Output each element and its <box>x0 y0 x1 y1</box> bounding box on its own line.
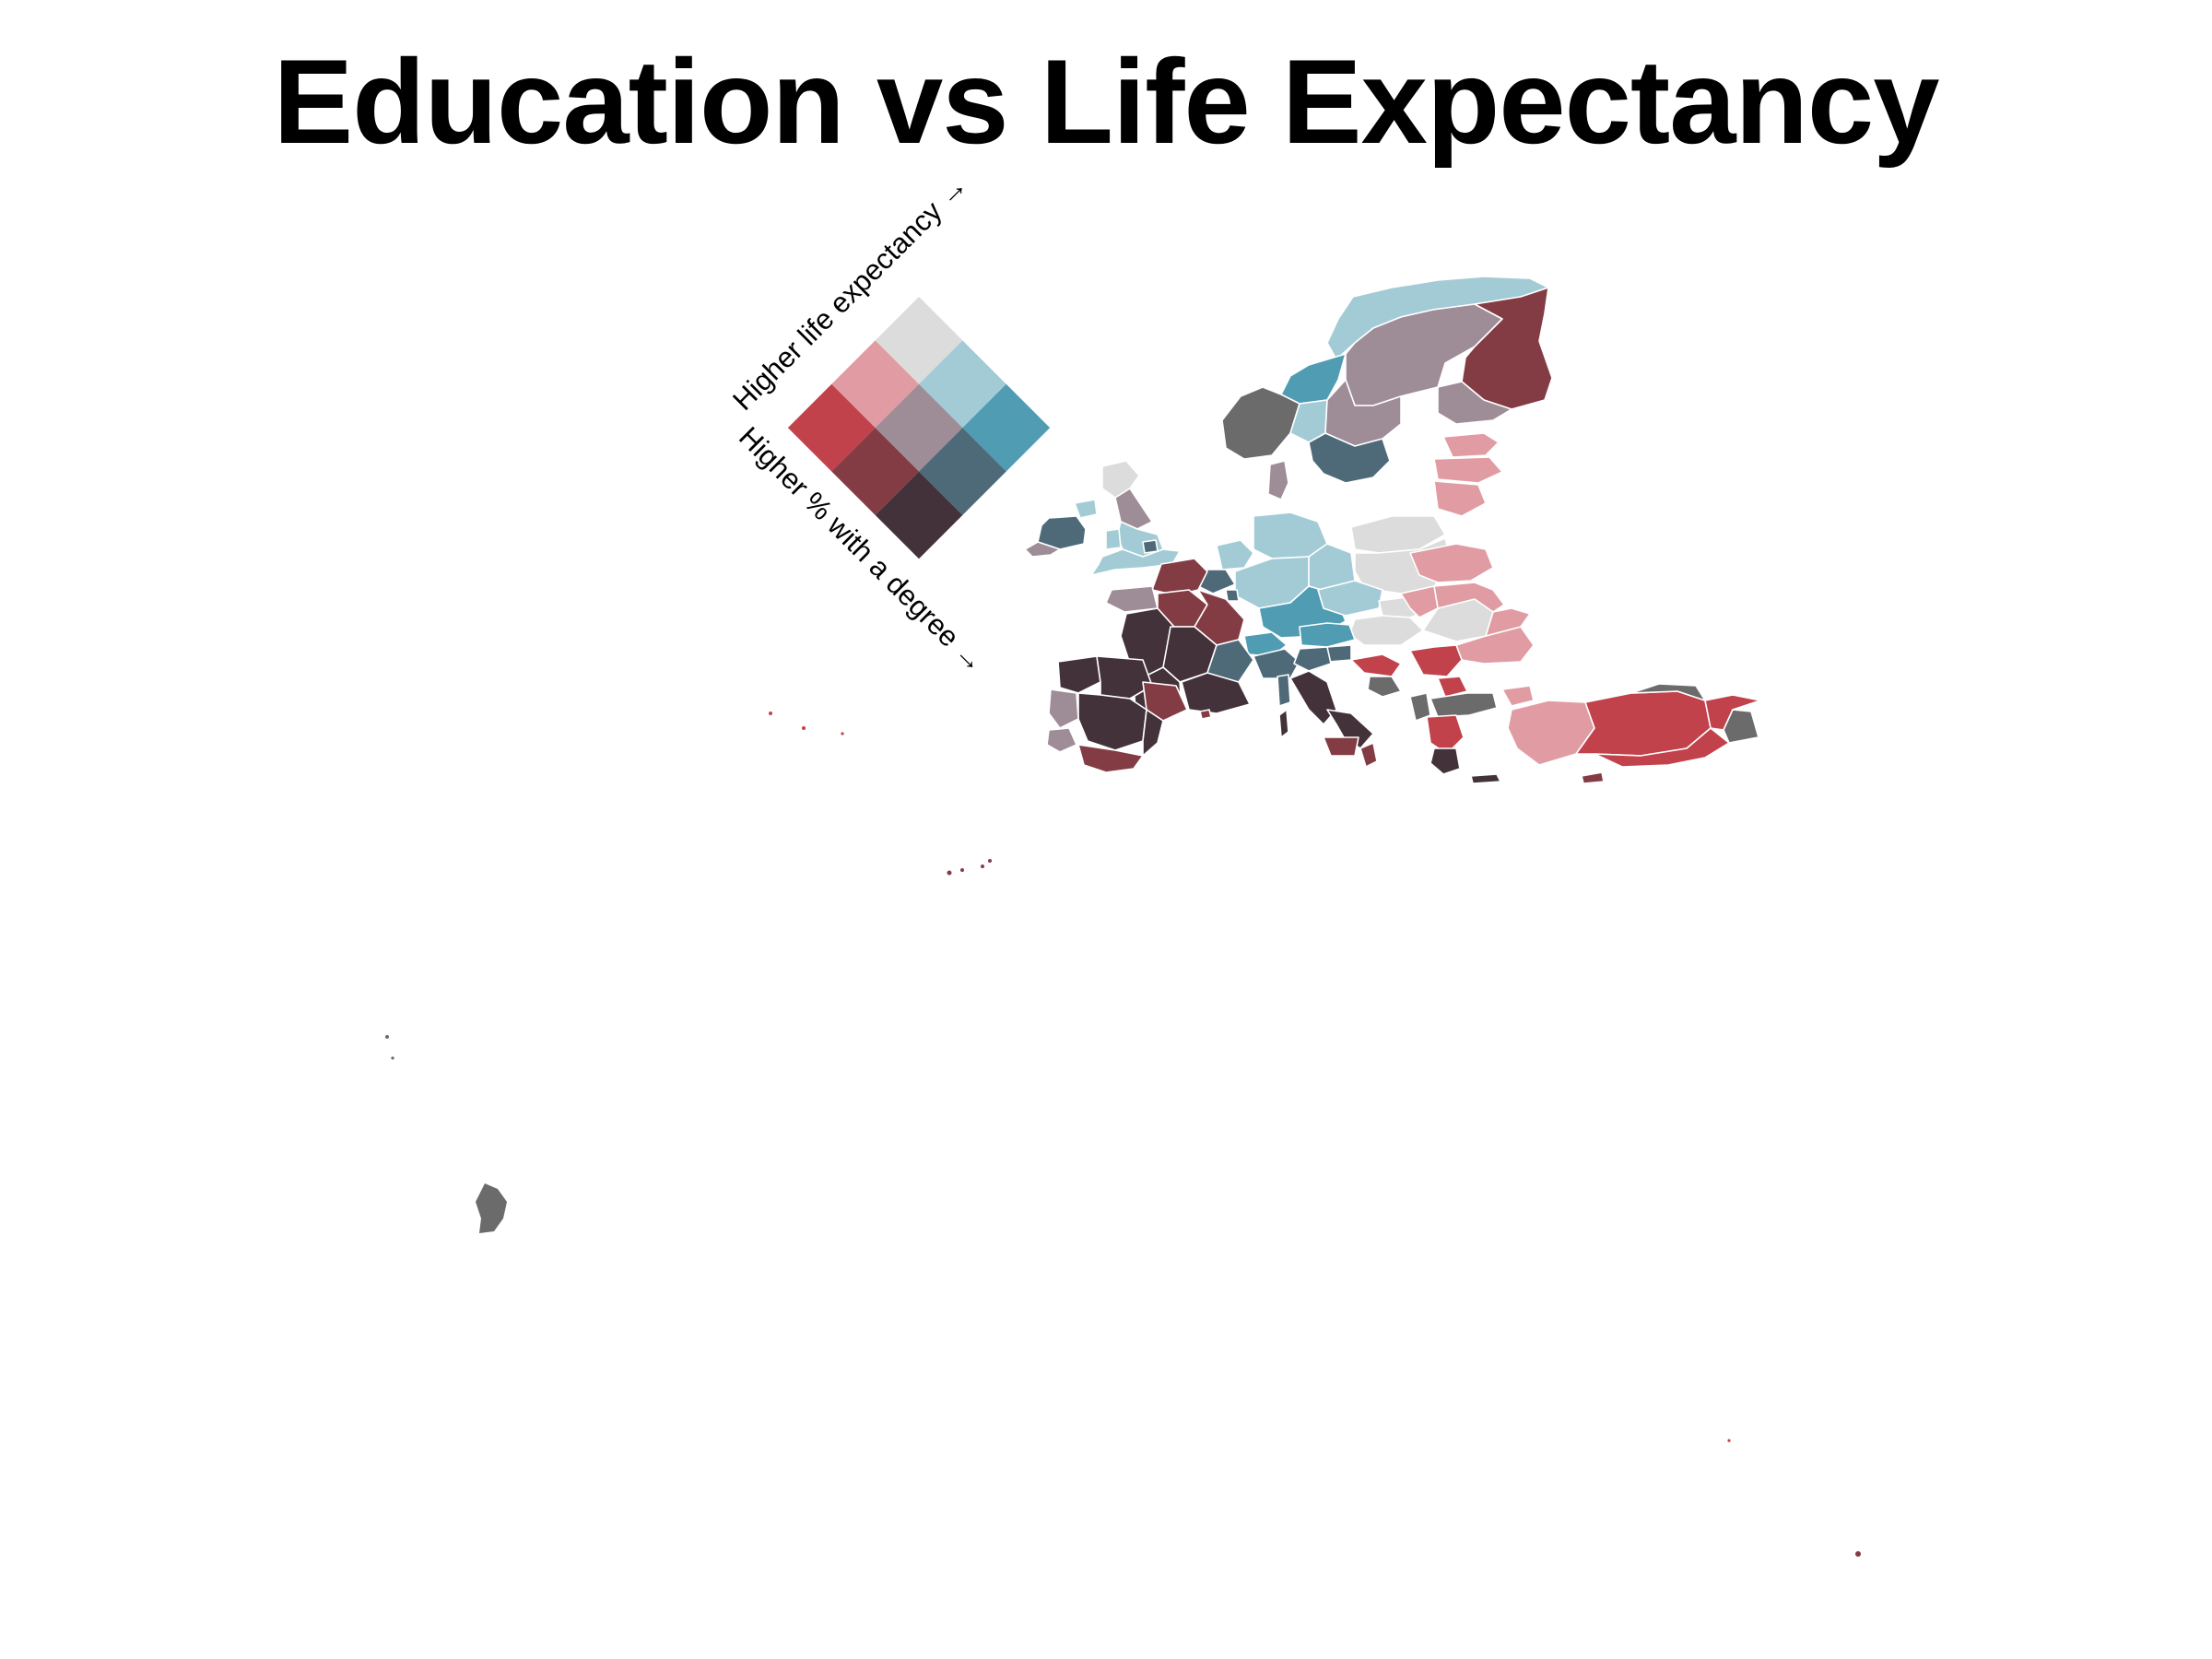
region-canary-islands <box>947 870 952 876</box>
region-canary-islands-c <box>981 865 984 868</box>
region-spain-north-east <box>1142 681 1188 722</box>
region-reunion <box>1855 1551 1861 1557</box>
region-sweden-south <box>1308 432 1391 484</box>
region-turkey-far-east <box>1723 709 1759 744</box>
region-netherlands <box>1216 539 1254 571</box>
region-italy-calabria <box>1359 742 1378 768</box>
region-turkey-thrace <box>1501 685 1535 707</box>
region-france-brittany <box>1105 585 1159 613</box>
region-romania-south <box>1433 582 1505 613</box>
region-czechia <box>1317 580 1383 617</box>
region-canary-islands-d <box>988 859 992 863</box>
region-mayotte <box>1727 1439 1731 1442</box>
region-balearics <box>1199 709 1212 720</box>
map-title: Education vs Life Expectancy <box>273 34 1939 169</box>
region-lithuania <box>1433 480 1487 517</box>
legend-cell-2-2 <box>875 471 963 559</box>
region-albania <box>1409 692 1431 722</box>
region-greece-central <box>1426 714 1465 755</box>
region-corsica <box>1278 709 1289 738</box>
region-luxembourg <box>1225 589 1240 602</box>
region-canary-islands-b <box>960 868 964 872</box>
region-wales <box>1105 528 1122 550</box>
region-poland-north <box>1350 515 1446 554</box>
region-sicily <box>1323 736 1359 757</box>
bivariate-legend: Higher life expectancy → Higher % with a… <box>726 170 1051 679</box>
europe-regions <box>1024 276 1761 784</box>
region-italy-north-east <box>1293 646 1332 672</box>
region-crete <box>1470 773 1501 784</box>
legend-cell-1-1 <box>875 383 963 472</box>
region-turkey-west <box>1507 700 1595 766</box>
region-romania-north <box>1409 543 1494 583</box>
region-ireland <box>1037 515 1087 550</box>
region-french-guiana <box>476 1183 507 1233</box>
region-serbia <box>1409 644 1463 677</box>
region-azores <box>802 726 806 730</box>
region-hungary <box>1348 615 1424 646</box>
region-turkey-south <box>1594 727 1730 768</box>
region-spain-south <box>1077 744 1144 773</box>
region-finland-north <box>1461 287 1553 410</box>
region-sardinia <box>1277 674 1291 707</box>
region-latvia <box>1433 456 1503 484</box>
region-denmark <box>1267 460 1289 500</box>
region-slovenia <box>1326 644 1352 663</box>
region-peloponnese <box>1430 747 1461 775</box>
region-greece-north <box>1430 692 1498 718</box>
region-martinique <box>391 1056 394 1060</box>
region-finland-south <box>1437 381 1512 425</box>
region-bulgaria-east <box>1485 607 1531 637</box>
region-croatia <box>1350 653 1402 677</box>
region-north-macedonia <box>1437 676 1468 698</box>
region-portugal-north <box>1048 688 1079 729</box>
overseas-territories <box>385 712 1861 1557</box>
legend-cells <box>787 297 1051 559</box>
legend-cell-0-0 <box>875 297 963 384</box>
region-italy-north-west <box>1253 648 1300 679</box>
region-cyprus <box>1581 771 1605 784</box>
region-italy-centre <box>1289 670 1337 725</box>
region-estonia <box>1442 432 1500 458</box>
region-austria <box>1299 622 1356 648</box>
region-turkey-north <box>1630 683 1706 701</box>
region-madeira <box>769 712 772 715</box>
region-guadeloupe <box>385 1035 389 1039</box>
region-france-south <box>1181 672 1251 714</box>
region-london <box>1142 539 1159 554</box>
region-ireland-south <box>1024 541 1061 558</box>
region-spain-north-west <box>1057 655 1101 694</box>
region-scotland <box>1101 460 1140 499</box>
region-northern-ireland <box>1074 499 1098 519</box>
region-azores-b <box>841 732 844 735</box>
region-bosnia <box>1367 676 1402 698</box>
region-spain-east <box>1142 709 1164 757</box>
region-norway-south <box>1221 386 1300 460</box>
region-moldova-border <box>1400 585 1439 618</box>
region-portugal-south <box>1046 727 1077 753</box>
